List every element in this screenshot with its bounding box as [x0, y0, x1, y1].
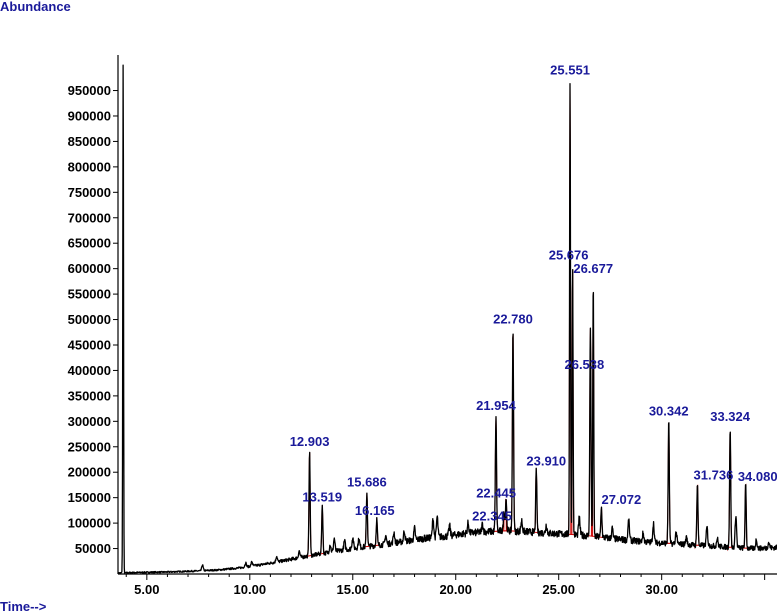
- y-tick-label: 450000: [68, 337, 111, 352]
- peak-label: 25.551: [550, 62, 590, 77]
- peak-label: 27.072: [601, 492, 641, 507]
- y-tick-label: 800000: [68, 159, 111, 174]
- y-tick-label: 550000: [68, 287, 111, 302]
- y-tick-label: 900000: [68, 108, 111, 123]
- y-tick-label: 650000: [68, 236, 111, 251]
- peak-label: 12.903: [290, 434, 330, 449]
- peak-label: 22.345: [472, 508, 512, 523]
- peak-label: 34.080: [738, 469, 777, 484]
- x-tick-label: 15.00: [336, 582, 369, 597]
- x-ticks: 5.00 10.00 15.00 20.00 25.00 30.00: [125, 574, 766, 597]
- y-tick-label: 750000: [68, 185, 111, 200]
- peak-label: 22.445: [476, 486, 516, 501]
- peak-labels: 12.903 13.519 15.686 16.165 21.954 22.345 22.4…: [290, 62, 777, 523]
- y-tick-label: 350000: [68, 388, 111, 403]
- peak-label: 13.519: [302, 489, 342, 504]
- y-tick-label: 400000: [68, 363, 111, 378]
- y-tick-label: 500000: [68, 312, 111, 327]
- peak-label: 23.910: [526, 454, 566, 469]
- x-tick-label: 20.00: [439, 582, 472, 597]
- chromatogram-line: [117, 64, 777, 574]
- peak-label: 16.165: [355, 503, 395, 518]
- x-tick-label: 30.00: [645, 582, 678, 597]
- peak-label: 33.324: [710, 409, 751, 424]
- peak-label: 26.538: [564, 357, 604, 372]
- x-tick-label: 5.00: [134, 582, 159, 597]
- y-tick-label: 50000: [75, 541, 111, 556]
- y-tick-label: 250000: [68, 439, 111, 454]
- signal-trace: [117, 64, 777, 574]
- peak-label: 15.686: [347, 475, 387, 490]
- y-tick-label: 850000: [68, 134, 111, 149]
- y-tick-label: 700000: [68, 210, 111, 225]
- peak-label: 30.342: [649, 403, 689, 418]
- peak-label: 26.677: [573, 261, 613, 276]
- y-tick-label: 300000: [68, 414, 111, 429]
- y-tick-label: 600000: [68, 261, 111, 276]
- peak-label: 25.676: [549, 248, 589, 263]
- x-tick-label: 25.00: [542, 582, 575, 597]
- x-axis-title: Time-->: [0, 599, 47, 614]
- y-tick-label: 100000: [68, 516, 111, 531]
- y-ticks: 50000 100000 150000 200000 250000 300000 35000…: [68, 83, 118, 556]
- y-axis-title: Abundance: [0, 0, 71, 14]
- y-tick-label: 950000: [68, 83, 111, 98]
- peak-label: 31.736: [694, 467, 734, 482]
- y-tick-label: 200000: [68, 465, 111, 480]
- peak-label: 21.954: [476, 398, 517, 413]
- peak-label: 22.780: [493, 312, 533, 327]
- x-tick-label: 10.00: [234, 582, 267, 597]
- y-tick-label: 150000: [68, 490, 111, 505]
- axes: [117, 55, 777, 575]
